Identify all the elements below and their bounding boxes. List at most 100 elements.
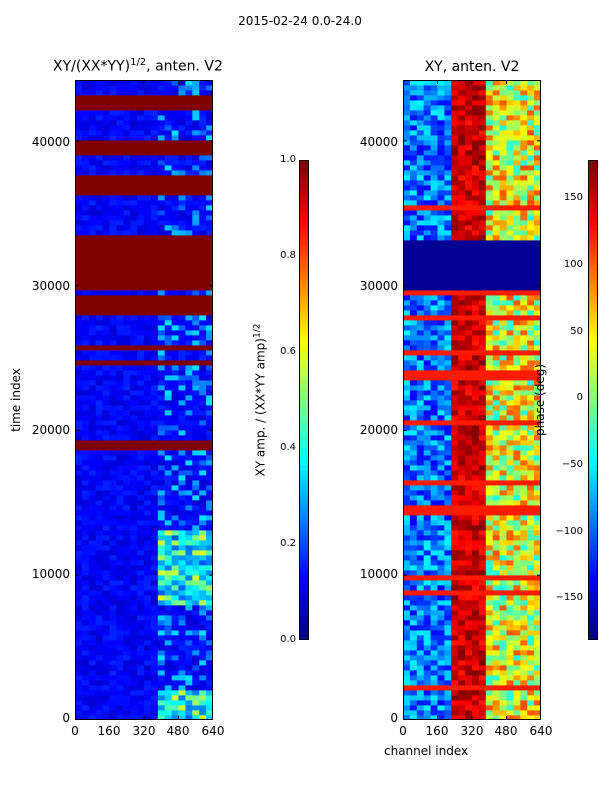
- heatmap-cell: [437, 665, 445, 671]
- heatmap-cell: [206, 130, 213, 136]
- heatmap-cell: [416, 360, 425, 366]
- heatmap-cell: [199, 595, 207, 601]
- heatmap-cell: [88, 295, 97, 301]
- heatmap-cell: [116, 340, 124, 346]
- heatmap-cell: [144, 370, 152, 376]
- heatmap-cell: [423, 135, 431, 141]
- heatmap-cell: [485, 460, 494, 466]
- heatmap-cell: [478, 665, 487, 671]
- heatmap-cell: [199, 380, 207, 386]
- heatmap-cell: [423, 475, 431, 481]
- heatmap-cell: [492, 210, 500, 216]
- heatmap-cell: [95, 605, 103, 611]
- heatmap-cell: [150, 360, 159, 366]
- heatmap-cell: [451, 155, 459, 161]
- heatmap-cell: [150, 615, 159, 621]
- heatmap-cell: [199, 435, 207, 441]
- heatmap-cell: [451, 270, 459, 276]
- heatmap-cell: [164, 525, 172, 531]
- heatmap-cell: [416, 445, 425, 451]
- heatmap-cell: [130, 385, 138, 391]
- heatmap-cell: [75, 305, 83, 311]
- heatmap-cell: [499, 515, 507, 521]
- heatmap-cell: [527, 140, 535, 146]
- heatmap-cell: [164, 270, 172, 276]
- heatmap-cell: [492, 150, 500, 156]
- heatmap-cell: [88, 235, 97, 241]
- heatmap-cell: [513, 475, 521, 481]
- heatmap-cell: [416, 640, 425, 646]
- heatmap-cell: [478, 630, 487, 636]
- heatmap-cell: [81, 710, 90, 716]
- heatmap-cell: [513, 665, 521, 671]
- heatmap-cell: [485, 295, 494, 301]
- heatmap-cell: [137, 375, 145, 381]
- heatmap-cell: [171, 395, 179, 401]
- heatmap-cell: [185, 490, 193, 496]
- heatmap-cell: [423, 640, 431, 646]
- heatmap-cell: [485, 500, 494, 506]
- heatmap-cell: [171, 85, 179, 91]
- heatmap-cell: [499, 270, 507, 276]
- heatmap-cell: [506, 300, 514, 306]
- heatmap-cell: [478, 390, 487, 396]
- heatmap-cell: [403, 440, 411, 446]
- heatmap-cell: [130, 495, 138, 501]
- heatmap-cell: [409, 510, 418, 516]
- heatmap-cell: [458, 640, 466, 646]
- heatmap-cell: [499, 145, 507, 151]
- heatmap-cell: [130, 245, 138, 251]
- heatmap-cell: [520, 465, 528, 471]
- heatmap-cell: [472, 560, 480, 566]
- heatmap-cell: [206, 315, 213, 321]
- heatmap-cell: [409, 330, 418, 336]
- heatmap-cell: [192, 580, 200, 586]
- heatmap-cell: [157, 510, 166, 516]
- heatmap-cell: [472, 555, 480, 561]
- heatmap-cell: [81, 520, 90, 526]
- heatmap-cell: [506, 395, 514, 401]
- heatmap-cell: [499, 360, 507, 366]
- heatmap-cell: [409, 135, 418, 141]
- heatmap-cell: [144, 420, 152, 426]
- heatmap-cell: [137, 230, 145, 236]
- heatmap-cell: [409, 325, 418, 331]
- heatmap-cell: [478, 185, 487, 191]
- heatmap-cell: [451, 605, 459, 611]
- heatmap-cell: [171, 545, 179, 551]
- heatmap-cell: [437, 430, 445, 436]
- heatmap-cell: [192, 345, 200, 351]
- heatmap-cell: [458, 625, 466, 631]
- heatmap-cell: [144, 435, 152, 441]
- heatmap-cell: [492, 515, 500, 521]
- heatmap-cell: [472, 125, 480, 131]
- heatmap-cell: [437, 340, 445, 346]
- heatmap-cell: [109, 325, 117, 331]
- heatmap-cell: [102, 250, 110, 256]
- heatmap-cell: [95, 210, 103, 216]
- heatmap-cell: [430, 635, 438, 641]
- heatmap-cell: [416, 630, 425, 636]
- heatmap-cell: [130, 435, 138, 441]
- heatmap-cell: [164, 565, 172, 571]
- heatmap-cell: [444, 680, 452, 686]
- heatmap-cell: [150, 300, 159, 306]
- heatmap-cell: [116, 160, 124, 166]
- heatmap-cell: [185, 265, 193, 271]
- heatmap-cell: [123, 250, 131, 256]
- heatmap-cell: [485, 260, 494, 266]
- heatmap-cell: [171, 220, 179, 226]
- heatmap-cell: [403, 595, 411, 601]
- heatmap-cell: [185, 595, 193, 601]
- heatmap-cell: [409, 650, 418, 656]
- heatmap-cell: [527, 400, 535, 406]
- heatmap-cell: [458, 325, 466, 331]
- heatmap-cell: [81, 355, 90, 361]
- heatmap-cell: [403, 670, 411, 676]
- heatmap-cell: [206, 685, 213, 691]
- heatmap-cell: [116, 580, 124, 586]
- heatmap-cell: [403, 580, 411, 586]
- heatmap-cell: [485, 410, 494, 416]
- heatmap-cell: [95, 110, 103, 116]
- heatmap-cell: [199, 515, 207, 521]
